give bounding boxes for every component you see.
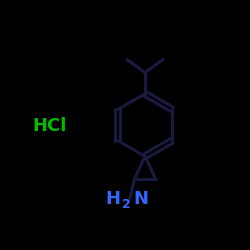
Text: H: H bbox=[105, 190, 120, 208]
Text: HCl: HCl bbox=[33, 117, 67, 135]
Text: 2: 2 bbox=[122, 198, 131, 211]
Text: N: N bbox=[134, 190, 149, 208]
